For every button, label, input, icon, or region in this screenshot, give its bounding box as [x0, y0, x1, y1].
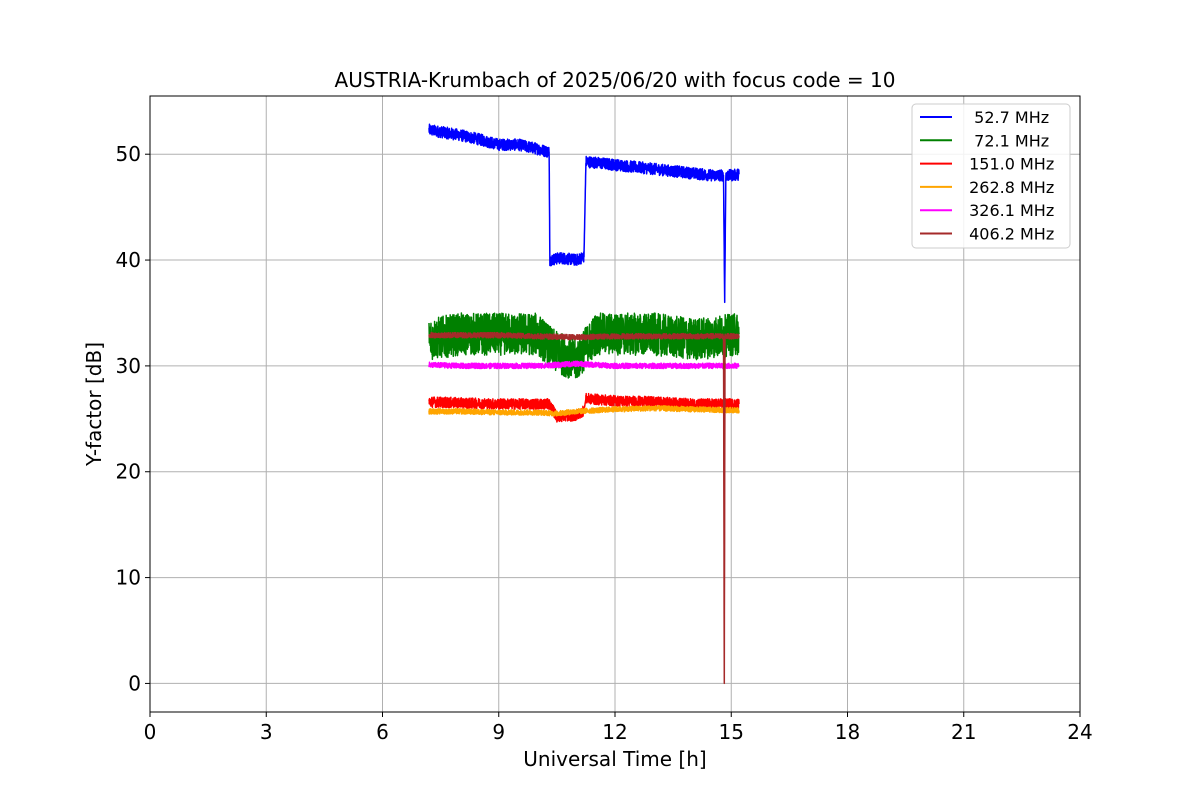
x-tick-label: 9 [492, 720, 505, 744]
legend-label: 262.8 MHz [964, 178, 1054, 197]
x-axis-label: Universal Time [h] [523, 747, 706, 771]
y-tick-label: 10 [116, 566, 141, 590]
y-tick-label: 30 [116, 354, 141, 378]
y-tick-label: 40 [116, 248, 141, 272]
legend-label: 406.2 MHz [964, 225, 1054, 244]
chart-title: AUSTRIA-Krumbach of 2025/06/20 with focu… [335, 68, 896, 92]
y-axis-ticks: 0 10 20 30 40 50 [116, 142, 150, 695]
legend-label: 151.0 MHz [964, 155, 1054, 174]
x-tick-label: 21 [951, 720, 976, 744]
legend-label: 72.1 MHz [964, 131, 1049, 150]
y-axis-label: Y-factor [dB] [82, 342, 106, 467]
series-line-0 [428, 123, 740, 304]
series-line-3 [428, 404, 740, 417]
x-tick-label: 15 [719, 720, 744, 744]
legend-label: 52.7 MHz [964, 108, 1049, 127]
legend: 52.7 MHz 72.1 MHz 151.0 MHz 262.8 MHz 32… [911, 103, 1071, 249]
y-tick-label: 0 [128, 671, 141, 695]
y-tick-label: 20 [116, 460, 141, 484]
x-tick-label: 12 [602, 720, 627, 744]
x-tick-label: 6 [376, 720, 389, 744]
x-tick-label: 3 [260, 720, 273, 744]
y-tick-label: 50 [116, 142, 141, 166]
series-line-4 [428, 360, 740, 370]
x-tick-label: 24 [1067, 720, 1092, 744]
series-line-5 [428, 331, 740, 685]
x-tick-label: 18 [835, 720, 860, 744]
legend-label: 326.1 MHz [964, 201, 1054, 220]
x-axis-ticks: 0 3 6 9 12 15 18 21 24 [144, 712, 1093, 744]
x-tick-label: 0 [144, 720, 157, 744]
data-series [428, 123, 740, 685]
